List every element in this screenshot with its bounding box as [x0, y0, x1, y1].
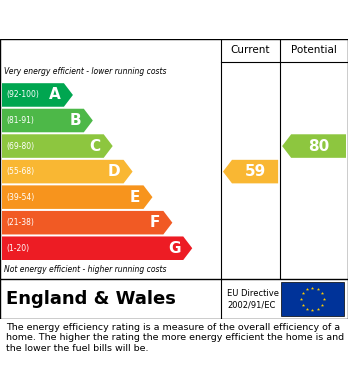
Text: EU Directive
2002/91/EC: EU Directive 2002/91/EC [227, 289, 279, 309]
Text: B: B [69, 113, 81, 128]
Polygon shape [2, 134, 113, 158]
Polygon shape [2, 185, 152, 209]
Text: Current: Current [231, 45, 270, 56]
Text: C: C [89, 138, 101, 154]
Text: Energy Efficiency Rating: Energy Efficiency Rating [5, 16, 215, 32]
Text: E: E [130, 190, 141, 204]
Text: Very energy efficient - lower running costs: Very energy efficient - lower running co… [4, 68, 166, 77]
Text: (21-38): (21-38) [6, 218, 34, 227]
Text: Potential: Potential [291, 45, 337, 56]
Polygon shape [2, 237, 192, 260]
Text: (55-68): (55-68) [6, 167, 34, 176]
Text: (81-91): (81-91) [6, 116, 34, 125]
Text: The energy efficiency rating is a measure of the overall efficiency of a home. T: The energy efficiency rating is a measur… [6, 323, 344, 353]
Text: A: A [49, 88, 61, 102]
Text: F: F [150, 215, 160, 230]
Text: (69-80): (69-80) [6, 142, 34, 151]
Polygon shape [2, 83, 73, 107]
Bar [281, 282, 344, 316]
Text: (92-100): (92-100) [6, 90, 39, 99]
Text: (39-54): (39-54) [6, 193, 34, 202]
Text: Not energy efficient - higher running costs: Not energy efficient - higher running co… [4, 265, 166, 274]
Polygon shape [2, 109, 93, 132]
Polygon shape [223, 160, 278, 183]
Text: (1-20): (1-20) [6, 244, 29, 253]
Polygon shape [2, 160, 133, 183]
Text: 59: 59 [244, 164, 266, 179]
Polygon shape [2, 211, 172, 235]
Text: England & Wales: England & Wales [6, 290, 176, 308]
Polygon shape [282, 134, 346, 158]
Text: D: D [108, 164, 121, 179]
Text: G: G [168, 241, 180, 256]
Text: 80: 80 [308, 138, 329, 154]
